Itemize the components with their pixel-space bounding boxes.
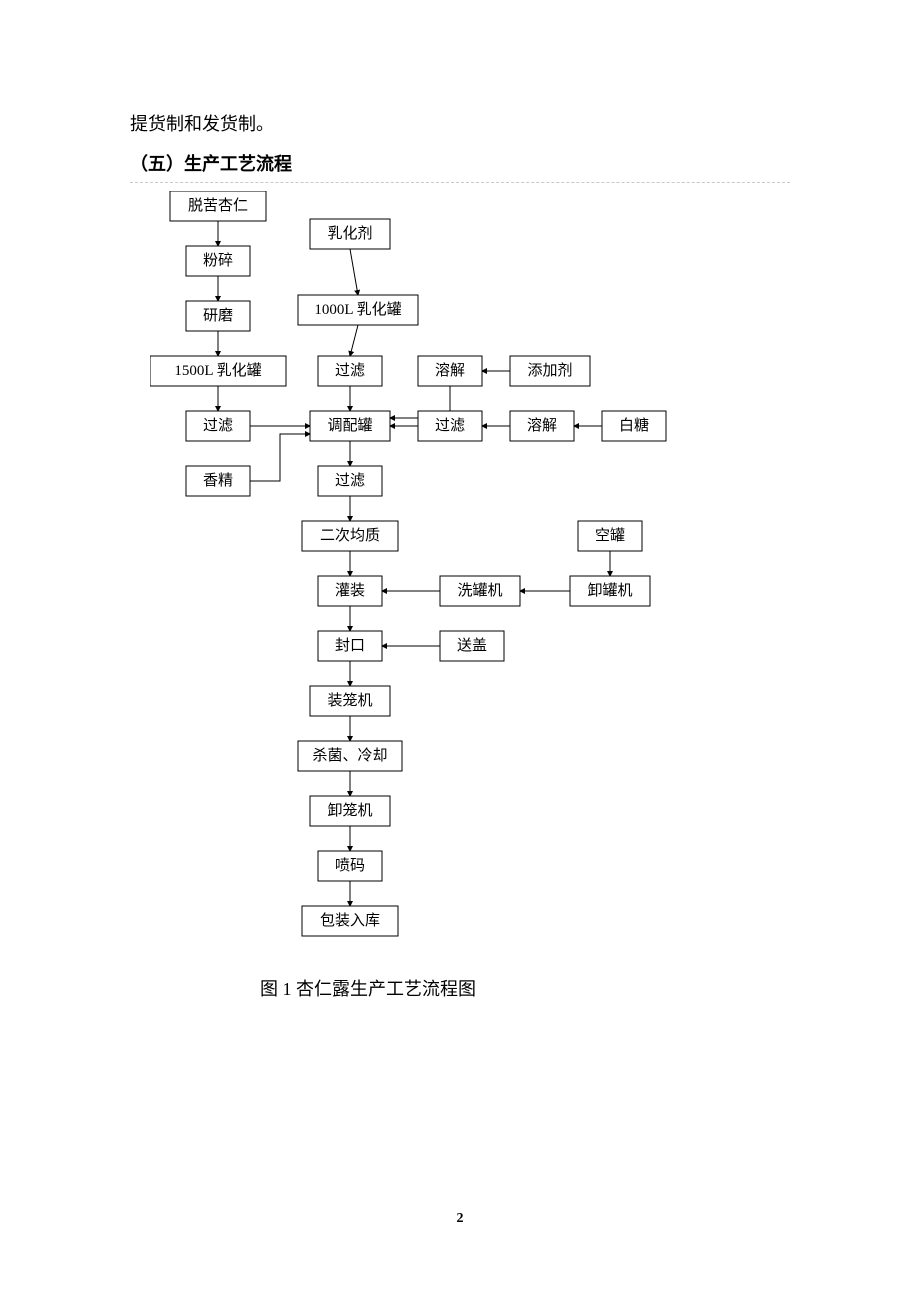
flow-node-label: 过滤 <box>335 472 365 489</box>
flow-node-label: 过滤 <box>435 417 465 434</box>
flow-node-label: 喷码 <box>335 857 365 874</box>
flow-node-label: 洗罐机 <box>457 582 502 599</box>
flow-node-label: 卸笼机 <box>327 802 372 819</box>
flow-node-label: 灌装 <box>335 582 365 599</box>
flow-node-label: 过滤 <box>203 417 233 434</box>
flow-node-label: 溶解 <box>527 417 557 434</box>
flow-node-label: 添加剂 <box>527 362 572 379</box>
flow-node-label: 调配罐 <box>327 417 372 434</box>
flow-node-label: 粉碎 <box>203 252 233 269</box>
flow-node-label: 包装入库 <box>320 912 380 929</box>
divider <box>130 182 790 183</box>
flow-node-label: 杀菌、冷却 <box>312 747 387 764</box>
flow-node-label: 溶解 <box>435 362 465 379</box>
flow-node-label: 1500L 乳化罐 <box>174 362 261 379</box>
body-text-1: 提货制和发货制。 <box>130 110 790 136</box>
flow-node-label: 研磨 <box>203 307 233 324</box>
flowchart-svg: 脱苦杏仁粉碎研磨1500L 乳化罐过滤香精乳化剂1000L 乳化罐过滤调配罐过滤… <box>150 191 710 961</box>
flow-node-label: 脱苦杏仁 <box>188 197 248 214</box>
flow-node-label: 香精 <box>203 472 233 489</box>
section-heading: （五）生产工艺流程 <box>130 150 790 176</box>
flow-node-label: 送盖 <box>457 637 487 654</box>
flow-node-label: 过滤 <box>335 362 365 379</box>
flowchart-container: 脱苦杏仁粉碎研磨1500L 乳化罐过滤香精乳化剂1000L 乳化罐过滤调配罐过滤… <box>150 191 710 961</box>
flow-node-label: 白糖 <box>619 417 649 434</box>
flow-node-label: 二次均质 <box>320 527 380 544</box>
flow-node-label: 1000L 乳化罐 <box>314 301 401 318</box>
figure-caption: 图 1 杏仁露生产工艺流程图 <box>260 975 790 1001</box>
flow-node-label: 乳化剂 <box>327 225 372 242</box>
flow-node-label: 卸罐机 <box>587 582 632 599</box>
flow-edge <box>350 325 358 356</box>
flow-node-label: 装笼机 <box>327 692 372 709</box>
page-number: 2 <box>130 1211 790 1227</box>
flow-node-label: 空罐 <box>595 527 625 544</box>
flow-edge <box>250 434 310 481</box>
flow-edge <box>350 249 358 295</box>
flow-node-label: 封口 <box>335 637 365 654</box>
